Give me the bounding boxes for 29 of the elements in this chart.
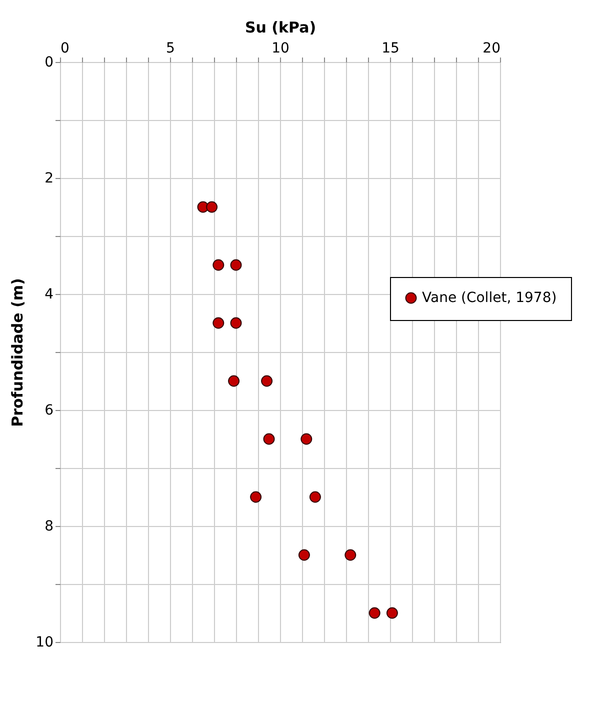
y-tick-label: 10 bbox=[36, 634, 54, 650]
point bbox=[230, 259, 242, 271]
x-tick-label: 5 bbox=[166, 40, 175, 56]
y-tick-label: 6 bbox=[44, 402, 54, 418]
point bbox=[228, 375, 240, 387]
point bbox=[261, 375, 273, 387]
y-tick-label: 4 bbox=[44, 286, 54, 302]
point bbox=[230, 317, 242, 329]
y-tick-label: 0 bbox=[44, 54, 54, 70]
x-tick-label: 0 bbox=[60, 40, 70, 56]
point bbox=[344, 549, 356, 561]
point bbox=[212, 317, 224, 329]
legend-label: Vane (Collet, 1978) bbox=[422, 290, 557, 306]
y-axis-title: Profundidade (m) bbox=[8, 278, 27, 427]
x-tick-label: 20 bbox=[482, 40, 500, 56]
x-axis-title: Su (kPa) bbox=[244, 18, 316, 36]
x-tick-label: 10 bbox=[272, 40, 290, 56]
y-tick-label: 8 bbox=[44, 518, 54, 534]
point bbox=[386, 607, 398, 619]
point bbox=[300, 433, 312, 445]
point bbox=[212, 259, 224, 271]
point bbox=[298, 549, 310, 561]
x-tick-label: 15 bbox=[382, 40, 400, 56]
point bbox=[368, 607, 380, 619]
point bbox=[263, 433, 275, 445]
point bbox=[206, 201, 218, 213]
y-tick-label: 2 bbox=[44, 170, 54, 186]
point bbox=[250, 491, 262, 503]
point bbox=[309, 491, 321, 503]
